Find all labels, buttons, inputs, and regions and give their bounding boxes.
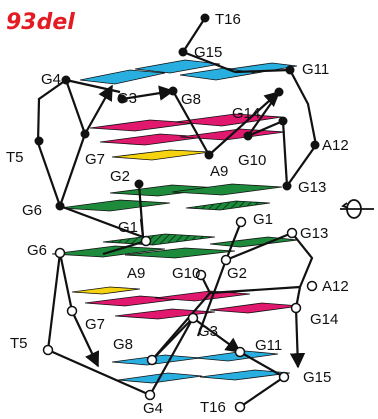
top-plane-hatched	[185, 200, 271, 211]
bottom-label-a12: A12	[322, 278, 349, 295]
top-label-t5: T5	[6, 149, 24, 166]
top-plane-cyan-1	[79, 69, 166, 85]
bottom-plane-magenta-4	[209, 302, 301, 314]
top-label-g11: G11	[302, 61, 329, 78]
bottom-label-g11: G11	[255, 337, 282, 354]
top-label-g10: G10	[238, 152, 266, 169]
top-label-g15: G15	[194, 44, 222, 61]
bottom-label-g2: G2	[227, 265, 247, 282]
bottom-labels: G1 G6 G13 A9 G10 G2 A12 G7 G3 G14 T5 G8 …	[10, 211, 349, 417]
top-plane-yellow	[111, 149, 211, 161]
top-label-g14: G14	[232, 105, 260, 122]
bottom-plane-yellow	[71, 286, 141, 295]
top-label-g4: G4	[41, 71, 61, 88]
bottom-label-g7: G7	[85, 316, 105, 333]
bottom-plane-magenta-2	[154, 290, 251, 302]
bottom-nodes	[42, 216, 318, 413]
top-tetrad-3	[59, 183, 283, 212]
bottom-label-g6: G6	[27, 242, 47, 259]
bottom-plane-cyan-2	[194, 350, 279, 362]
top-label-g7: G7	[85, 151, 105, 168]
bottom-backbone	[46, 221, 314, 408]
top-label-g8: G8	[181, 91, 201, 108]
bottom-label-g8: G8	[113, 336, 133, 353]
bottom-label-g14: G14	[310, 311, 338, 328]
top-plane-green-2	[171, 183, 283, 196]
bottom-plane-green-3	[124, 247, 236, 259]
top-label-g13: G13	[298, 179, 326, 196]
top-label-g3: G3	[117, 90, 137, 107]
top-backbone	[36, 17, 318, 239]
top-quadruplex: T16 G15 G4 G11 G3 G8 G14 T5 A12 G7 G10 A…	[6, 11, 349, 239]
bottom-label-t16: T16	[200, 399, 226, 416]
bottom-plane-magenta-3	[114, 308, 216, 320]
bottom-plane-cyan-4	[199, 369, 291, 381]
bottom-label-g4: G4	[143, 400, 163, 417]
top-plane-green-3	[59, 199, 171, 212]
top-nodes	[34, 13, 320, 211]
top-label-g1: G1	[118, 219, 138, 236]
top-label-g2: G2	[110, 168, 130, 185]
bottom-tetrad-3	[111, 350, 291, 384]
top-labels: T16 G15 G4 G11 G3 G8 G14 T5 A12 G7 G10 A…	[6, 11, 349, 236]
bottom-quadruplex: G1 G6 G13 A9 G10 G2 A12 G7 G3 G14 T5 G8 …	[10, 211, 349, 417]
bottom-label-g1: G1	[253, 211, 273, 228]
bottom-label-g3: G3	[198, 323, 218, 340]
bottom-tetrad-2	[71, 286, 301, 320]
bottom-label-a9: A9	[127, 265, 145, 282]
figure-title: 93del	[6, 10, 75, 35]
bottom-plane-green-1	[209, 236, 299, 248]
top-label-t16: T16	[215, 11, 241, 28]
top-label-a12: A12	[322, 137, 349, 154]
bottom-label-g10: G10	[172, 265, 200, 282]
top-label-g6: G6	[22, 202, 42, 219]
bottom-label-g15: G15	[303, 369, 331, 386]
top-label-a9: A9	[210, 163, 228, 180]
rotation-icon	[340, 199, 374, 219]
bottom-label-g13: G13	[300, 225, 328, 242]
top-plane-cyan-2	[134, 59, 221, 74]
bottom-label-t5: T5	[10, 335, 28, 352]
